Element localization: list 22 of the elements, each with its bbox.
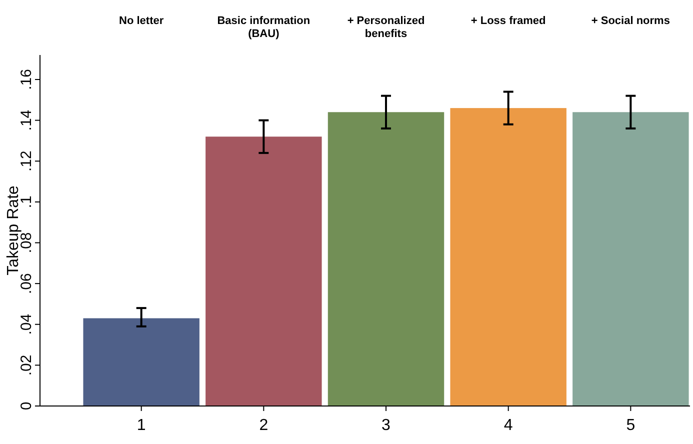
text: + Social norms (591, 15, 670, 27)
bar (328, 112, 444, 406)
text: + Loss framed (470, 15, 546, 27)
text: + Personalized benefits (347, 15, 425, 40)
bar (572, 112, 689, 406)
x-tick-label: 4 (504, 417, 513, 434)
text: Basic information (BAU) (217, 15, 310, 40)
y-tick-label: .12 (18, 150, 35, 172)
x-tick-label: 2 (259, 417, 268, 434)
bar (450, 108, 566, 406)
bar (83, 318, 200, 406)
y-tick-label: .16 (18, 69, 35, 90)
bar (206, 136, 322, 406)
y-tick-label: 0 (18, 402, 35, 410)
x-tick-label: 5 (626, 417, 636, 434)
y-tick-label: .04 (18, 314, 35, 335)
y-tick-label: .14 (18, 110, 35, 131)
x-tick-label: 1 (136, 417, 146, 434)
x-tick-label: 3 (382, 417, 391, 434)
y-tick-label: .02 (18, 354, 35, 376)
text: No letter (119, 15, 164, 27)
y-tick-label: .06 (18, 273, 35, 294)
